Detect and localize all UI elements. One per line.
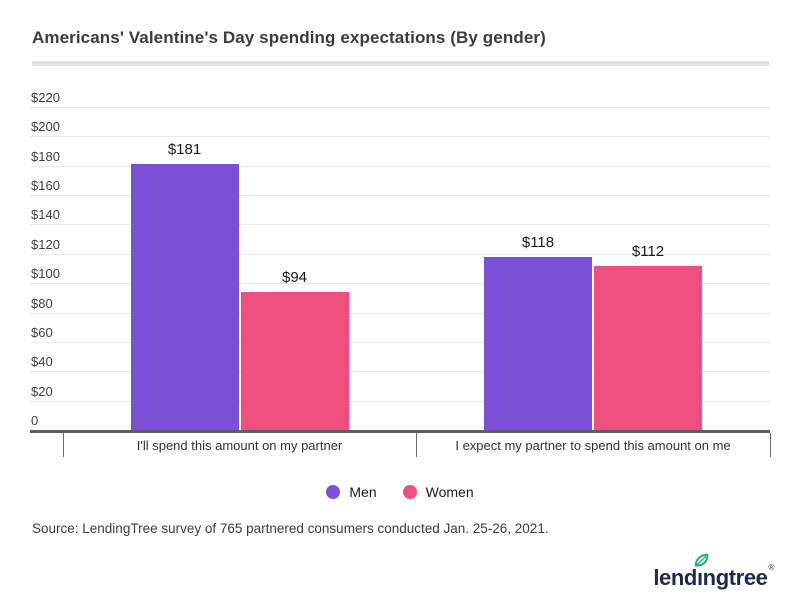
bar-women-2 xyxy=(594,266,702,430)
y-axis-tick-label: 0 xyxy=(31,413,39,428)
gridline xyxy=(30,195,770,197)
leaf-icon xyxy=(694,553,709,567)
bar-men-1 xyxy=(130,164,239,430)
legend-label: Men xyxy=(349,484,377,500)
bar-value-label: $112 xyxy=(631,243,665,260)
x-axis-tick xyxy=(63,433,64,457)
gridline xyxy=(30,341,770,343)
category-label: I expect my partner to spend this amount… xyxy=(455,438,731,453)
logo-text-part3: ngtree xyxy=(702,565,768,590)
x-axis-line xyxy=(30,430,770,433)
chart-title: Americans' Valentine's Day spending expe… xyxy=(32,28,546,47)
logo-text-part1: lend xyxy=(653,565,697,590)
legend: Men Women xyxy=(0,484,800,500)
y-axis-tick-label: $140 xyxy=(31,207,60,223)
source-note: Source: LendingTree survey of 765 partne… xyxy=(32,521,549,536)
legend-swatch-icon xyxy=(402,485,417,499)
logo-i-wrap: ı xyxy=(694,553,709,591)
y-axis-tick-label: $20 xyxy=(31,383,53,399)
bar-men-2 xyxy=(484,257,592,430)
bar-value-label: $181 xyxy=(167,141,202,158)
gridline xyxy=(30,312,770,314)
legend-swatch-icon xyxy=(326,485,341,499)
y-axis-tick-label: $100 xyxy=(31,266,60,282)
y-axis-tick-label: $40 xyxy=(31,354,53,370)
gridline xyxy=(30,253,770,255)
registered-mark: ® xyxy=(768,563,775,572)
y-axis-tick-label: $160 xyxy=(31,178,60,194)
x-axis-tick xyxy=(770,433,771,457)
bar-value-label: $94 xyxy=(281,269,308,286)
lendingtree-logo: lend ı ngtree ® xyxy=(653,553,775,591)
category-label: I'll spend this amount on my partner xyxy=(136,438,343,453)
gridline xyxy=(30,400,770,402)
gridline xyxy=(30,165,770,167)
legend-item-women: Women xyxy=(402,484,474,500)
bar-value-label: $118 xyxy=(521,234,555,251)
gridline xyxy=(30,283,770,285)
gridline xyxy=(30,136,770,138)
legend-label: Women xyxy=(425,484,474,500)
title-divider xyxy=(32,61,769,66)
x-axis-tick xyxy=(416,433,417,457)
gridline xyxy=(30,371,770,373)
gridline xyxy=(30,107,770,108)
y-axis-tick-label: $60 xyxy=(31,324,53,340)
legend-item-men: Men xyxy=(326,484,377,500)
gridline xyxy=(30,224,770,226)
y-axis-tick-label: $180 xyxy=(31,148,60,164)
y-axis-tick-label: $120 xyxy=(31,236,60,252)
y-axis-tick-label: $220 xyxy=(31,90,60,105)
y-axis-tick-label: $80 xyxy=(31,295,53,311)
bar-women-1 xyxy=(240,292,349,430)
y-axis-tick-label: $200 xyxy=(31,119,60,135)
logo-dotless-i: ı xyxy=(696,565,703,590)
